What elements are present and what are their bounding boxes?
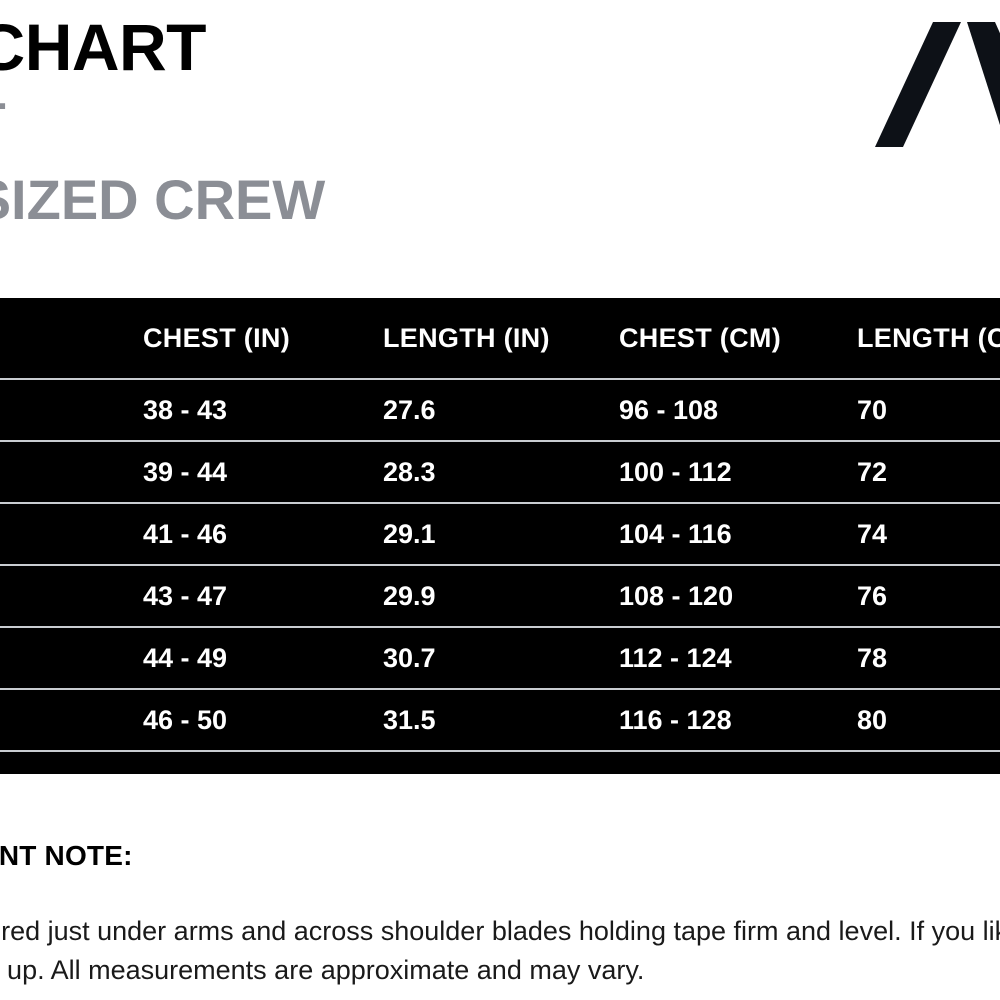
cell-length-in: 29.1	[383, 518, 436, 549]
brand-name: SCRIPT	[0, 96, 6, 148]
page-title: SIZE CHART	[0, 10, 207, 84]
cell-length-in: 31.5	[383, 704, 436, 735]
cell-chest-in: 46 - 50	[143, 704, 228, 735]
table-row: 3XL 46 - 50 31.5 116 - 128 80	[0, 688, 1000, 750]
cell-length-cm: 72	[857, 456, 888, 487]
cell-chest-in: 39 - 44	[143, 456, 228, 487]
cell-chest-cm: 100 - 112	[619, 456, 732, 487]
cell-chest-cm: 116 - 128	[619, 704, 732, 735]
table-row: S 38 - 43 27.6 96 - 108 70	[0, 378, 1000, 440]
table-row: 2XL 44 - 49 30.7 112 - 124 78	[0, 626, 1000, 688]
cell-chest-cm: 96 - 108	[619, 394, 719, 425]
table-footer-spacer	[0, 750, 1000, 774]
table-header-row: SIZE CHEST (IN) LENGTH (IN) CHEST (CM) L…	[0, 298, 1000, 378]
table-row: L 41 - 46 29.1 104 - 116 74	[0, 502, 1000, 564]
cell-length-in: 30.7	[383, 642, 436, 673]
product-name: OVERSIZED CREW	[0, 168, 326, 231]
measurement-note: MEASUREMENT NOTE: Chest is measured just…	[0, 840, 1000, 990]
size-chart-table: SIZE CHEST (IN) LENGTH (IN) CHEST (CM) L…	[0, 298, 1000, 774]
cell-length-in: 28.3	[383, 456, 436, 487]
table-row: XL 43 - 47 29.9 108 - 120 76	[0, 564, 1000, 626]
cell-length-in: 29.9	[383, 580, 436, 611]
script-a-logo-icon	[875, 22, 1000, 147]
cell-chest-in: 41 - 46	[143, 518, 228, 549]
cell-chest-in: 38 - 43	[143, 394, 228, 425]
cell-length-cm: 70	[857, 394, 888, 425]
cell-chest-cm: 112 - 124	[619, 642, 732, 673]
column-header-length-cm: LENGTH (CM)	[857, 322, 1000, 353]
cell-chest-cm: 108 - 120	[619, 580, 734, 611]
column-header-chest-in: CHEST (IN)	[143, 322, 290, 353]
cell-chest-in: 44 - 49	[143, 642, 228, 673]
measurement-note-heading: MEASUREMENT NOTE:	[0, 840, 133, 871]
header: SIZE CHART SCRIPT OVERSIZED CREW	[0, 0, 1000, 290]
cell-length-cm: 78	[857, 642, 888, 673]
column-header-chest-cm: CHEST (CM)	[619, 322, 781, 353]
cell-length-cm: 74	[857, 518, 888, 549]
cell-chest-in: 43 - 47	[143, 580, 228, 611]
cell-length-in: 27.6	[383, 394, 436, 425]
cell-length-cm: 80	[857, 704, 888, 735]
column-header-length-in: LENGTH (IN)	[383, 322, 550, 353]
table-row: M 39 - 44 28.3 100 - 112 72	[0, 440, 1000, 502]
cell-length-cm: 76	[857, 580, 888, 611]
measurement-note-body: Chest is measured just under arms and ac…	[0, 916, 1000, 985]
cell-chest-cm: 104 - 116	[619, 518, 732, 549]
